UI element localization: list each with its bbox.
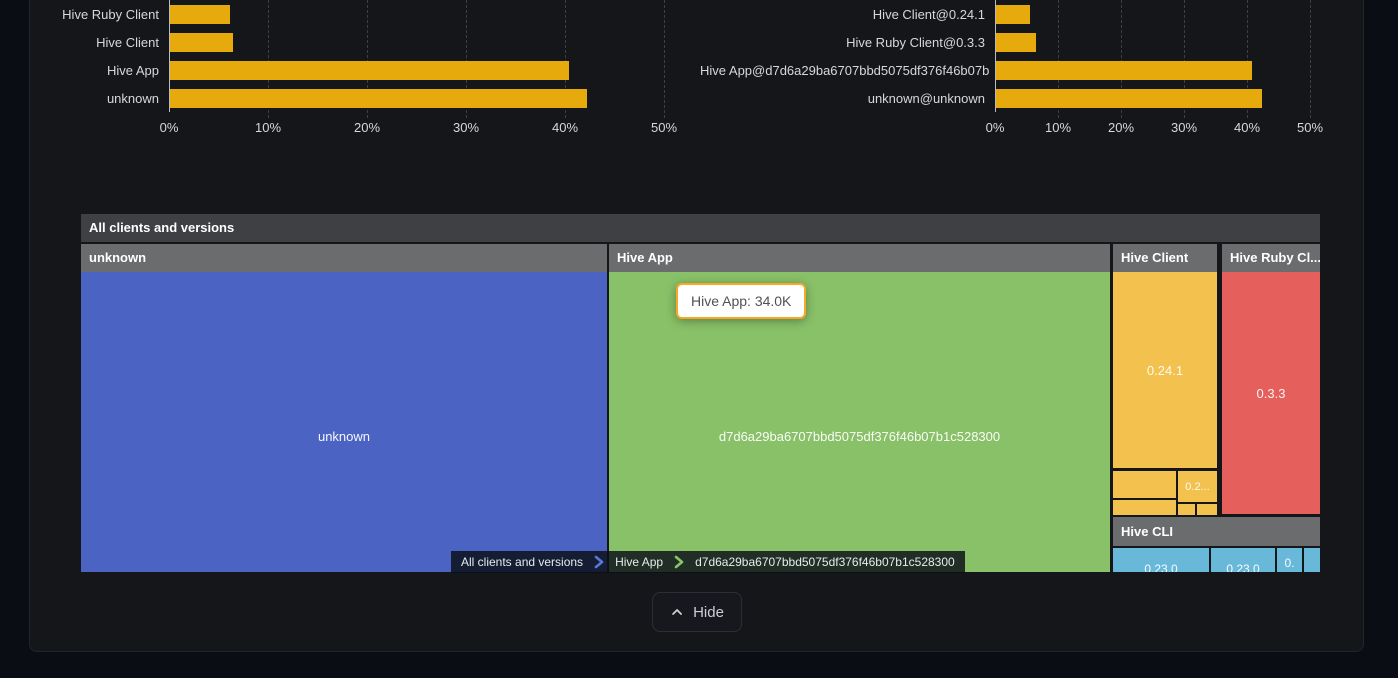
x-tick-label: 0% — [985, 120, 1005, 135]
bar-category-label: Hive Ruby Client@0.3.3 — [846, 35, 985, 50]
treemap-breadcrumb: All clients and versions Hive App d7d6a2… — [451, 551, 965, 573]
treemap-group-header-unknown[interactable]: unknown — [81, 244, 607, 272]
treemap-cell-hive-ruby-0-3-3[interactable]: 0.3.3 — [1222, 272, 1320, 514]
bar-category-label: unknown — [106, 91, 159, 106]
breadcrumb-item-version-hash[interactable]: d7d6a29ba6707bbd5075df376f46b07b1c528300 — [695, 555, 955, 569]
bar-chart-client-versions: 0% 10% 20% 30% 40% 50% Hive Client@0.24.1 Hive … — [700, 0, 1398, 140]
treemap-cell-unknown[interactable]: unknown — [81, 272, 607, 572]
treemap-cell-hive-cli-0-23-0[interactable]: 0.23.0 — [1113, 548, 1209, 572]
x-gridline — [1121, 0, 1122, 118]
x-tick-label: 30% — [1170, 120, 1198, 135]
treemap-cell-hive-client-minor[interactable] — [1113, 471, 1176, 498]
treemap-title-bar: All clients and versions — [81, 214, 1320, 242]
treemap-cell-label: 0.23.0 — [1226, 562, 1260, 572]
treemap-cell-hive-client-0-24-1[interactable]: 0.24.1 — [1113, 272, 1217, 468]
x-gridline — [1310, 0, 1311, 118]
treemap-panel: All clients and versions unknown unknown… — [81, 214, 1320, 572]
bar[interactable] — [170, 5, 231, 24]
treemap-cell-hive-client-minor[interactable] — [1178, 504, 1195, 515]
treemap-cell-hive-client-minor[interactable] — [1197, 504, 1217, 515]
x-tick-label: 50% — [650, 120, 678, 135]
bar-category-label: Hive App — [106, 63, 159, 78]
chevron-up-icon — [672, 609, 682, 615]
y-axis-line — [169, 0, 170, 112]
treemap-tooltip: Hive App: 34.0K — [676, 283, 807, 319]
bar[interactable] — [170, 89, 587, 108]
bar-category-label: unknown@unknown — [867, 91, 985, 106]
bar[interactable] — [996, 89, 1263, 108]
x-tick-label: 10% — [254, 120, 282, 135]
x-tick-label: 50% — [1296, 120, 1324, 135]
x-tick-label: 20% — [1107, 120, 1135, 135]
hide-button-label: Hide — [693, 603, 724, 621]
x-tick-label: 30% — [452, 120, 480, 135]
x-tick-label: 0% — [159, 120, 179, 135]
treemap-group-header-hive-cli[interactable]: Hive CLI — [1113, 517, 1320, 546]
bar-category-label: Hive Client@0.24.1 — [872, 7, 985, 22]
treemap-cell-label: unknown — [317, 429, 371, 444]
x-gridline — [1184, 0, 1185, 118]
bar-chart-clients: 0% 10% 20% 30% 40% 50% Hive Ruby Client Hive Cl… — [0, 0, 692, 140]
x-tick-label: 10% — [1044, 120, 1072, 135]
bar-category-label: Hive Client — [96, 35, 159, 50]
chevron-right-icon — [593, 555, 605, 569]
treemap-cell-label: d7d6a29ba6707bbd5075df376f46b07b1c528300 — [718, 429, 1001, 444]
hide-button[interactable]: Hide — [652, 592, 742, 632]
x-tick-label: 40% — [1233, 120, 1261, 135]
x-gridline — [367, 0, 368, 118]
treemap-cell-label: 0. — [1284, 556, 1295, 570]
x-gridline — [466, 0, 467, 118]
bar[interactable] — [170, 33, 234, 52]
bar-category-label: Hive Ruby Client — [62, 7, 159, 22]
x-gridline — [268, 0, 269, 118]
x-gridline — [565, 0, 566, 118]
bar[interactable] — [996, 61, 1252, 80]
bar[interactable] — [170, 61, 569, 80]
treemap-cell-label: 0.23.0 — [1144, 562, 1178, 572]
treemap-cell-hive-cli-minor[interactable]: 0. — [1277, 548, 1302, 572]
treemap-cell-hive-client-minor[interactable] — [1113, 500, 1176, 515]
x-tick-label: 20% — [353, 120, 381, 135]
treemap-cell-hive-client-0-2x[interactable]: 0.2... — [1178, 471, 1217, 502]
x-gridline — [1247, 0, 1248, 118]
treemap-cell-hive-app-version[interactable]: d7d6a29ba6707bbd5075df376f46b07b1c528300 — [609, 272, 1110, 572]
breadcrumb-item-hive-app[interactable]: Hive App — [615, 555, 664, 569]
treemap-group-header-hive-client[interactable]: Hive Client — [1113, 244, 1217, 272]
y-axis-line — [995, 0, 996, 112]
bar[interactable] — [996, 33, 1036, 52]
x-gridline — [1058, 0, 1059, 118]
breadcrumb-item-root[interactable]: All clients and versions — [461, 555, 584, 569]
treemap-cell-hive-cli-minor[interactable] — [1304, 548, 1320, 572]
x-tick-label: 40% — [551, 120, 579, 135]
x-gridline — [664, 0, 665, 118]
bar-category-label: Hive App@d7d6a29ba6707bbd5075df376f46b07… — [700, 63, 990, 78]
chevron-right-icon — [673, 555, 685, 569]
treemap-group-header-hive-ruby-client[interactable]: Hive Ruby Cl... — [1222, 244, 1320, 272]
treemap-cell-hive-cli-0-23-0[interactable]: 0.23.0 — [1211, 548, 1275, 572]
treemap-group-header-hive-app[interactable]: Hive App — [609, 244, 1110, 272]
bar[interactable] — [996, 5, 1031, 24]
